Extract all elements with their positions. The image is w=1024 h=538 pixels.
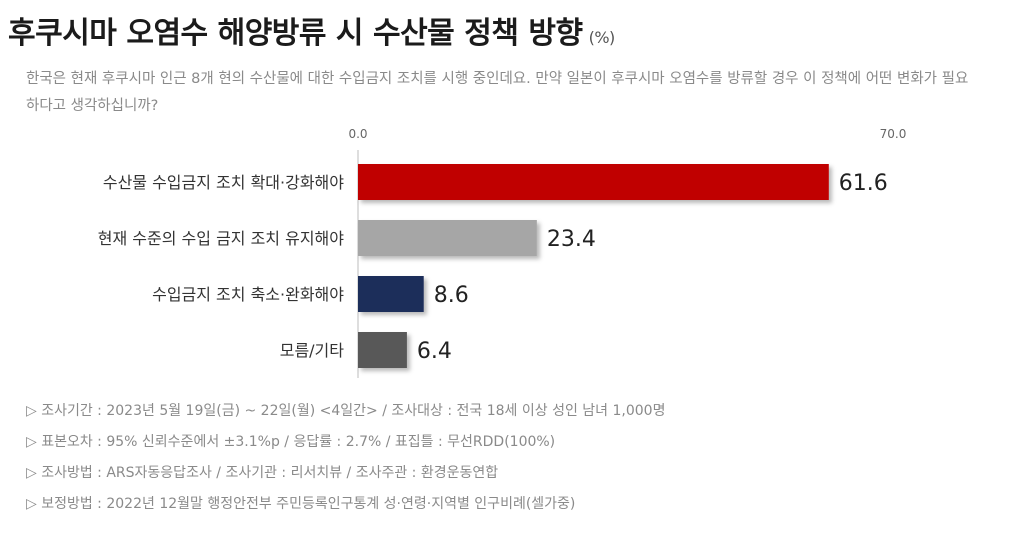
bar: [358, 220, 537, 256]
note-method: ▷ 조사방법 : ARS자동응답조사 / 조사기관 : 리서치뷰 / 조사주관 …: [26, 465, 499, 481]
axis-tick-label: 0.0: [348, 127, 367, 141]
value-label: 6.4: [417, 339, 452, 364]
bar: [358, 332, 407, 368]
note-period: ▷ 조사기간 : 2023년 5월 19일(금) ~ 22일(월) <4일간> …: [26, 403, 666, 419]
value-label: 8.6: [434, 283, 469, 308]
page-title: 후쿠시마 오염수 해양방류 시 수산물 정책 방향 (%): [8, 8, 615, 52]
bar: [358, 276, 424, 312]
category-label: 수산물 수입금지 조치 확대·강화해야: [103, 173, 344, 192]
category-label: 현재 수준의 수입 금지 조치 유지해야: [98, 229, 345, 248]
unit-label: (%): [588, 28, 616, 47]
category-label: 수입금지 조치 축소·완화해야: [152, 285, 344, 304]
bar: [358, 164, 829, 200]
title-text: 후쿠시마 오염수 해양방류 시 수산물 정책 방향: [8, 16, 583, 51]
survey-notes: ▷ 조사기간 : 2023년 5월 19일(금) ~ 22일(월) <4일간> …: [26, 396, 665, 520]
axis-tick-label: 70.0: [880, 127, 907, 141]
note-error: ▷ 표본오차 : 95% 신뢰수준에서 ±3.1%p / 응답률 : 2.7% …: [26, 434, 556, 450]
category-label: 모름/기타: [280, 341, 345, 360]
value-label: 61.6: [839, 171, 888, 196]
note-weighting: ▷ 보정방법 : 2022년 12월말 행정안전부 주민등록인구통계 성·연령·…: [26, 496, 576, 512]
survey-question: 한국은 현재 후쿠시마 인근 8개 현의 수산물에 대한 수입금지 조치를 시행…: [26, 71, 969, 114]
bar-chart: 0.0 70.0 수산물 수입금지 조치 확대·강화해야 61.6 현재 수준의 수입 …: [98, 127, 907, 378]
value-label: 23.4: [547, 227, 596, 252]
